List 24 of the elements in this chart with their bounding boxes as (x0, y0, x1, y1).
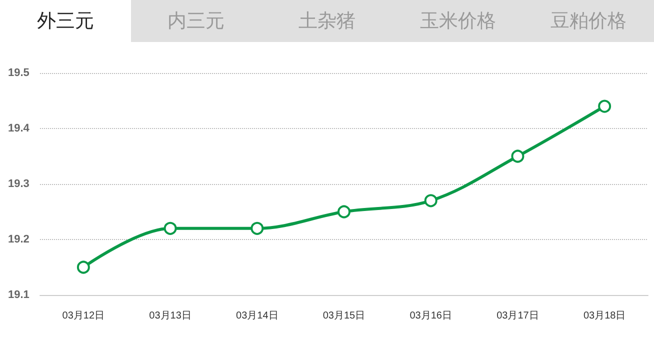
point (250, 222, 264, 235)
y-tick-label: 19.5 (8, 67, 30, 79)
y-tick-label: 19.3 (8, 178, 30, 190)
text: 玉米价格 (392, 0, 524, 42)
x-tick-label: 03月14日 (236, 310, 278, 322)
x-tick-label: 03月12日 (62, 310, 105, 322)
x-tick-label: 03月16日 (410, 310, 452, 322)
point (76, 260, 90, 274)
text: 土杂猪 (262, 0, 392, 42)
point (338, 205, 350, 218)
point (598, 100, 612, 113)
x-tick-label: 03月13日 (149, 310, 192, 322)
x-tick-label: 03月15日 (322, 310, 366, 322)
y-tick-label: 19.2 (8, 234, 30, 246)
y-tick-label: 19.4 (8, 122, 30, 134)
text: 豆粕价格 (523, 0, 654, 42)
text: 外三元 (0, 0, 131, 42)
text: 内三元 (130, 0, 262, 42)
point (511, 150, 524, 163)
x-tick-label: 03月18日 (583, 310, 626, 322)
x-tick-label: 03月17日 (496, 310, 539, 322)
point (424, 194, 438, 208)
y-tick-label: 19.1 (8, 289, 30, 301)
point (164, 222, 177, 235)
